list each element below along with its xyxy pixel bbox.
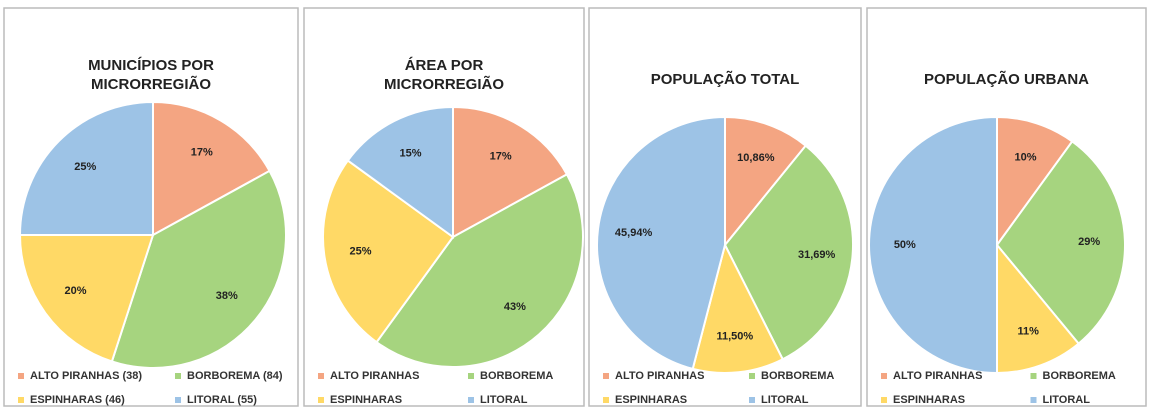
value-label: 38% <box>216 290 238 302</box>
legend-swatch <box>175 373 181 379</box>
legend-swatch <box>749 373 755 379</box>
pie-slice <box>724 115 808 248</box>
legend-label: ESPINHARAS (46) <box>30 394 125 406</box>
value-label: 31,69% <box>798 249 836 261</box>
value-label: 10,86% <box>737 152 775 164</box>
legend-swatch <box>318 373 324 379</box>
chart-title: MICRORREGIÃO <box>384 75 504 93</box>
legend-label: BORBOREMA <box>1043 370 1116 382</box>
value-label: 17% <box>490 150 512 162</box>
legend-swatch <box>18 373 24 379</box>
value-label: 43% <box>504 301 526 313</box>
legend-swatch <box>468 397 474 403</box>
panel-border <box>866 7 1147 407</box>
pie-slice <box>452 105 569 239</box>
chart-title: ÁREA POR <box>405 57 484 74</box>
legend-label: ESPINHARAS <box>330 394 402 406</box>
legend-label: ALTO PIRANHAS <box>330 370 419 382</box>
chart-title: POPULAÇÃO URBANA <box>924 70 1089 88</box>
legend-label: ESPINHARAS <box>893 394 965 406</box>
pie-slice <box>18 234 155 363</box>
legend-label: ALTO PIRANHAS <box>893 370 982 382</box>
legend-swatch <box>603 397 609 403</box>
chart-title: MICRORREGIÃO <box>91 75 211 93</box>
pie-slice <box>996 242 1080 375</box>
value-label: 11,50% <box>716 331 753 343</box>
legend-swatch <box>468 373 474 379</box>
chart-title: POPULAÇÃO TOTAL <box>651 70 800 88</box>
value-label: 20% <box>65 285 87 297</box>
panel-border <box>3 7 299 407</box>
value-label: 11% <box>1018 326 1040 338</box>
legend-swatch <box>1030 373 1037 379</box>
legend-label: ALTO PIRANHAS <box>615 370 704 382</box>
legend-label: ALTO PIRANHAS (38) <box>30 370 142 382</box>
pie-slice <box>375 173 584 368</box>
panel-border <box>588 7 862 407</box>
legend-swatch <box>318 397 324 403</box>
legend-label: LITORAL (55) <box>187 394 257 406</box>
legend-label: BORBOREMA (84) <box>187 370 283 382</box>
value-label: 45,94% <box>615 227 653 239</box>
value-label: 25% <box>74 161 96 173</box>
legend-label: LITORAL <box>1043 394 1091 406</box>
legend-label: BORBOREMA <box>480 370 553 382</box>
value-label: 29% <box>1078 236 1100 248</box>
pie-slice <box>110 169 287 369</box>
pie-slice <box>152 100 271 237</box>
pie-slice <box>995 140 1126 346</box>
pie-slice <box>596 115 726 371</box>
legend-label: LITORAL <box>480 394 528 406</box>
value-label: 17% <box>191 146 213 158</box>
value-label: 10% <box>1014 151 1036 163</box>
legend-label: ESPINHARAS <box>615 394 687 406</box>
chart-title: MUNICÍPIOS POR <box>88 57 214 74</box>
pie-slice <box>346 105 454 239</box>
legend-swatch <box>749 397 755 403</box>
legend-swatch <box>18 397 24 403</box>
value-label: 50% <box>894 239 916 251</box>
panel-border <box>303 7 585 407</box>
pie-slice <box>18 100 154 236</box>
pie-slice <box>868 115 998 375</box>
value-label: 15% <box>399 148 421 160</box>
legend-swatch <box>603 373 609 379</box>
legend-swatch <box>881 373 887 379</box>
pie-slice <box>996 115 1074 249</box>
legend-swatch <box>175 397 181 403</box>
pie-slice <box>723 144 854 361</box>
legend-label: BORBOREMA <box>761 370 834 382</box>
legend-label: LITORAL <box>761 394 809 406</box>
pie-slice <box>322 159 455 344</box>
value-label: 25% <box>350 246 372 258</box>
pie-slice <box>691 242 785 374</box>
legend-swatch <box>1030 397 1037 403</box>
legend-swatch <box>881 397 887 403</box>
